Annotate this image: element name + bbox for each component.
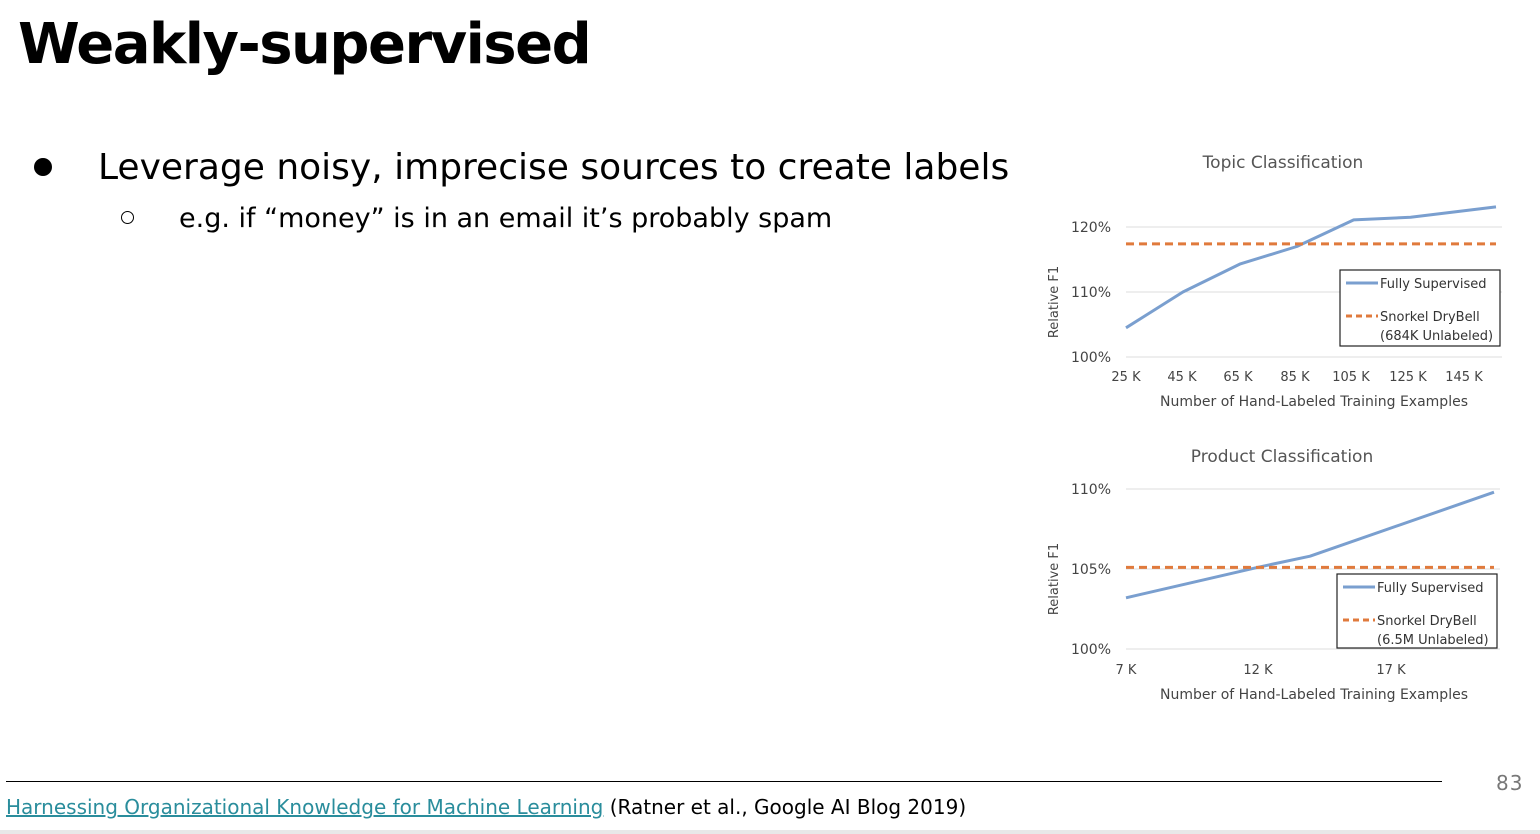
footer-divider xyxy=(6,781,1442,782)
chart-2: Product Classification 100% 105% 110% 7 K 12 … xyxy=(1047,447,1500,703)
x-tick-label: 17 K xyxy=(1376,663,1406,678)
y-axis-label: Relative F1 xyxy=(1047,543,1062,615)
sub-bullet-circle-icon xyxy=(121,211,134,224)
bottom-band xyxy=(0,830,1540,834)
legend-label-snorkel-drybell: Snorkel DryBell xyxy=(1377,614,1477,629)
bullet-dot-icon xyxy=(34,158,52,176)
slide-title: Weakly-supervised xyxy=(18,12,592,77)
x-tick-label: 25 K xyxy=(1111,370,1141,385)
fully-supervised-line xyxy=(1125,205,1497,330)
y-tick-label: 105% xyxy=(1071,562,1111,578)
y-tick-label: 110% xyxy=(1071,482,1111,498)
x-tick-label: 65 K xyxy=(1223,370,1253,385)
x-tick-label: 85 K xyxy=(1280,370,1310,385)
x-axis-label: Number of Hand-Labeled Training Examples xyxy=(1160,687,1468,703)
bullet-text: Leverage noisy, imprecise sources to cre… xyxy=(98,147,1010,188)
legend-label-fully-supervised: Fully Supervised xyxy=(1377,581,1483,596)
citation-source: (Ratner et al., Google AI Blog 2019) xyxy=(603,795,967,819)
x-tick-label: 105 K xyxy=(1332,370,1370,385)
y-tick-label: 120% xyxy=(1071,220,1111,236)
chart-title: Product Classification xyxy=(1191,447,1373,467)
fully-supervised-line xyxy=(1125,490,1495,600)
x-tick-label: 145 K xyxy=(1445,370,1483,385)
x-tick-label: 45 K xyxy=(1167,370,1197,385)
sub-bullet-text: e.g. if “money” is in an email it’s prob… xyxy=(179,203,833,234)
y-axis-label: Relative F1 xyxy=(1047,266,1062,338)
legend-label-snorkel-drybell: Snorkel DryBell xyxy=(1380,310,1480,325)
y-tick-label: 100% xyxy=(1071,642,1111,658)
citation: Harnessing Organizational Knowledge for … xyxy=(6,795,966,819)
chart-1: Topic Classification 100% 110% 120% 25 K 45 K… xyxy=(1047,153,1502,410)
citation-link[interactable]: Harnessing Organizational Knowledge for … xyxy=(6,795,604,819)
page-number: 83 xyxy=(1496,771,1524,795)
legend-label-snorkel-unlabeled: (6.5M Unlabeled) xyxy=(1377,633,1489,648)
legend-label-fully-supervised: Fully Supervised xyxy=(1380,277,1486,292)
y-tick-label: 110% xyxy=(1071,285,1111,301)
x-axis-label: Number of Hand-Labeled Training Examples xyxy=(1160,394,1468,410)
x-tick-label: 12 K xyxy=(1243,663,1273,678)
charts-figure: Topic Classification 100% 110% 120% 25 K 45 K… xyxy=(1047,153,1502,703)
chart-title: Topic Classification xyxy=(1202,153,1364,173)
y-tick-label: 100% xyxy=(1071,350,1111,366)
x-tick-label: 125 K xyxy=(1389,370,1427,385)
x-tick-label: 7 K xyxy=(1116,663,1137,678)
legend-label-snorkel-unlabeled: (684K Unlabeled) xyxy=(1380,329,1493,344)
